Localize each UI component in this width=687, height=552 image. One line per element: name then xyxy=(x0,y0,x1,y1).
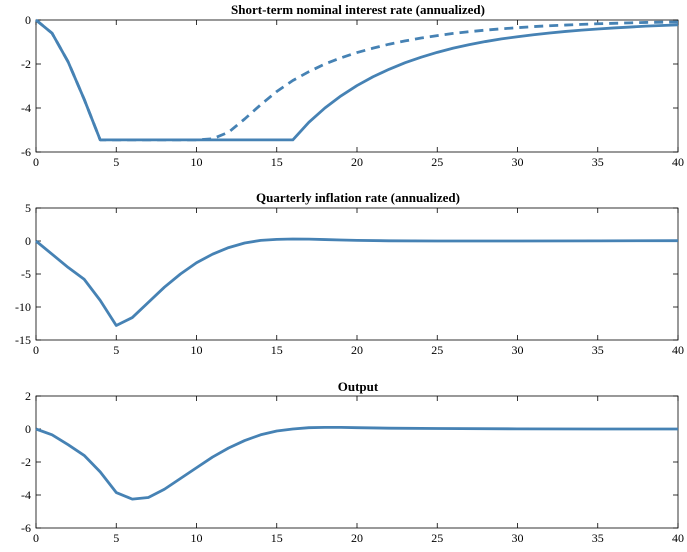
y-tick-label: -2 xyxy=(21,57,31,71)
axes-frame xyxy=(35,207,679,341)
y-tick-label: 0 xyxy=(25,13,31,27)
series-line xyxy=(35,425,678,501)
x-tick-label: 25 xyxy=(431,531,443,545)
x-tick-label: 35 xyxy=(592,343,604,357)
x-tick-label: 20 xyxy=(351,343,363,357)
x-tick-label: 20 xyxy=(351,531,363,545)
x-tick-label: 25 xyxy=(431,155,443,169)
y-tick-label: -2 xyxy=(21,455,31,469)
y-tick-label: -5 xyxy=(21,267,31,281)
x-tick-label: 5 xyxy=(113,155,119,169)
panel-inflation: Quarterly inflation rate (annualized) 0 5… xyxy=(15,190,684,357)
series-line-dashed xyxy=(35,18,679,142)
x-tick-label: 15 xyxy=(271,343,283,357)
x-tick-label: 5 xyxy=(113,343,119,357)
x-tick-label: 15 xyxy=(271,155,283,169)
x-tick-label: 0 xyxy=(33,155,39,169)
series-line xyxy=(35,18,679,142)
chart-title: Quarterly inflation rate (annualized) xyxy=(256,190,460,205)
chart-title: Output xyxy=(338,379,379,394)
y-tick-label: 2 xyxy=(25,389,31,403)
x-tick-label: 15 xyxy=(271,531,283,545)
x-tick-label: 5 xyxy=(113,531,119,545)
y-tick-label: -4 xyxy=(21,488,31,502)
y-tick-label: -4 xyxy=(21,101,31,115)
x-tick-label: 30 xyxy=(512,343,524,357)
x-tick-label: 30 xyxy=(512,531,524,545)
axes-frame xyxy=(35,395,679,529)
x-tick-label: 25 xyxy=(431,343,443,357)
x-tick-label: 40 xyxy=(672,531,684,545)
panel-output: Output 0 5 10 15 20 25 30 35 40 -6 -4 -2 0 2 xyxy=(21,379,684,545)
x-tick-label: 35 xyxy=(592,531,604,545)
x-tick-label: 20 xyxy=(351,155,363,169)
y-tick-label: 0 xyxy=(25,234,31,248)
x-tick-label: 40 xyxy=(672,155,684,169)
y-tick-label: 5 xyxy=(25,201,31,215)
y-tick-label: -15 xyxy=(15,333,31,347)
series-line xyxy=(35,237,679,327)
y-tick-label: -6 xyxy=(21,521,31,535)
x-tick-label: 0 xyxy=(33,531,39,545)
y-tick-label: -10 xyxy=(15,300,31,314)
y-tick-label: 0 xyxy=(25,422,31,436)
x-tick-label: 10 xyxy=(191,343,203,357)
x-tick-label: 30 xyxy=(512,155,524,169)
x-tick-label: 40 xyxy=(672,343,684,357)
x-tick-label: 10 xyxy=(191,155,203,169)
chart-title: Short-term nominal interest rate (annual… xyxy=(231,2,485,17)
x-tick-label: 35 xyxy=(592,155,604,169)
y-tick-label: -6 xyxy=(21,145,31,159)
x-tick-label: 0 xyxy=(33,343,39,357)
x-tick-label: 10 xyxy=(191,531,203,545)
panel-interest-rate: Short-term nominal interest rate (annual… xyxy=(21,2,684,169)
